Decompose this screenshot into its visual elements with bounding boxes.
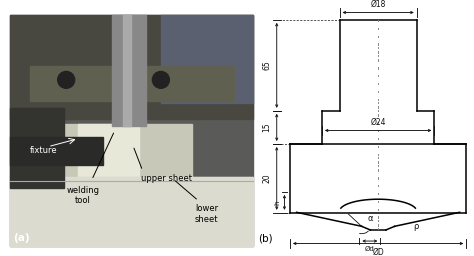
Text: welding
tool: welding tool [67,186,100,205]
Bar [10,137,102,165]
Text: upper sheet: upper sheet [141,174,192,183]
Text: fixture: fixture [30,146,57,155]
Bar [161,15,253,103]
Text: (a): (a) [13,233,29,243]
Bar [30,66,234,101]
Text: 15: 15 [262,123,271,132]
Text: 65: 65 [262,60,271,70]
Bar [10,15,253,246]
Text: ØD: ØD [372,248,384,256]
Text: lower
sheet: lower sheet [195,204,219,224]
Text: (b): (b) [258,233,273,243]
Bar [59,124,192,243]
Text: Ø18: Ø18 [371,0,386,9]
Bar [112,15,146,126]
Bar [10,177,253,246]
Text: Ø24: Ø24 [370,118,386,127]
Bar [10,15,253,119]
Text: 20: 20 [262,174,271,183]
Text: α: α [368,215,373,223]
Bar [78,124,139,211]
Bar [122,15,131,126]
Text: Ød: Ød [365,246,375,251]
Circle shape [58,71,75,88]
Circle shape [152,71,169,88]
Text: h: h [274,200,281,205]
Bar [10,177,253,246]
Text: ρ: ρ [413,222,418,231]
Bar [10,108,64,188]
